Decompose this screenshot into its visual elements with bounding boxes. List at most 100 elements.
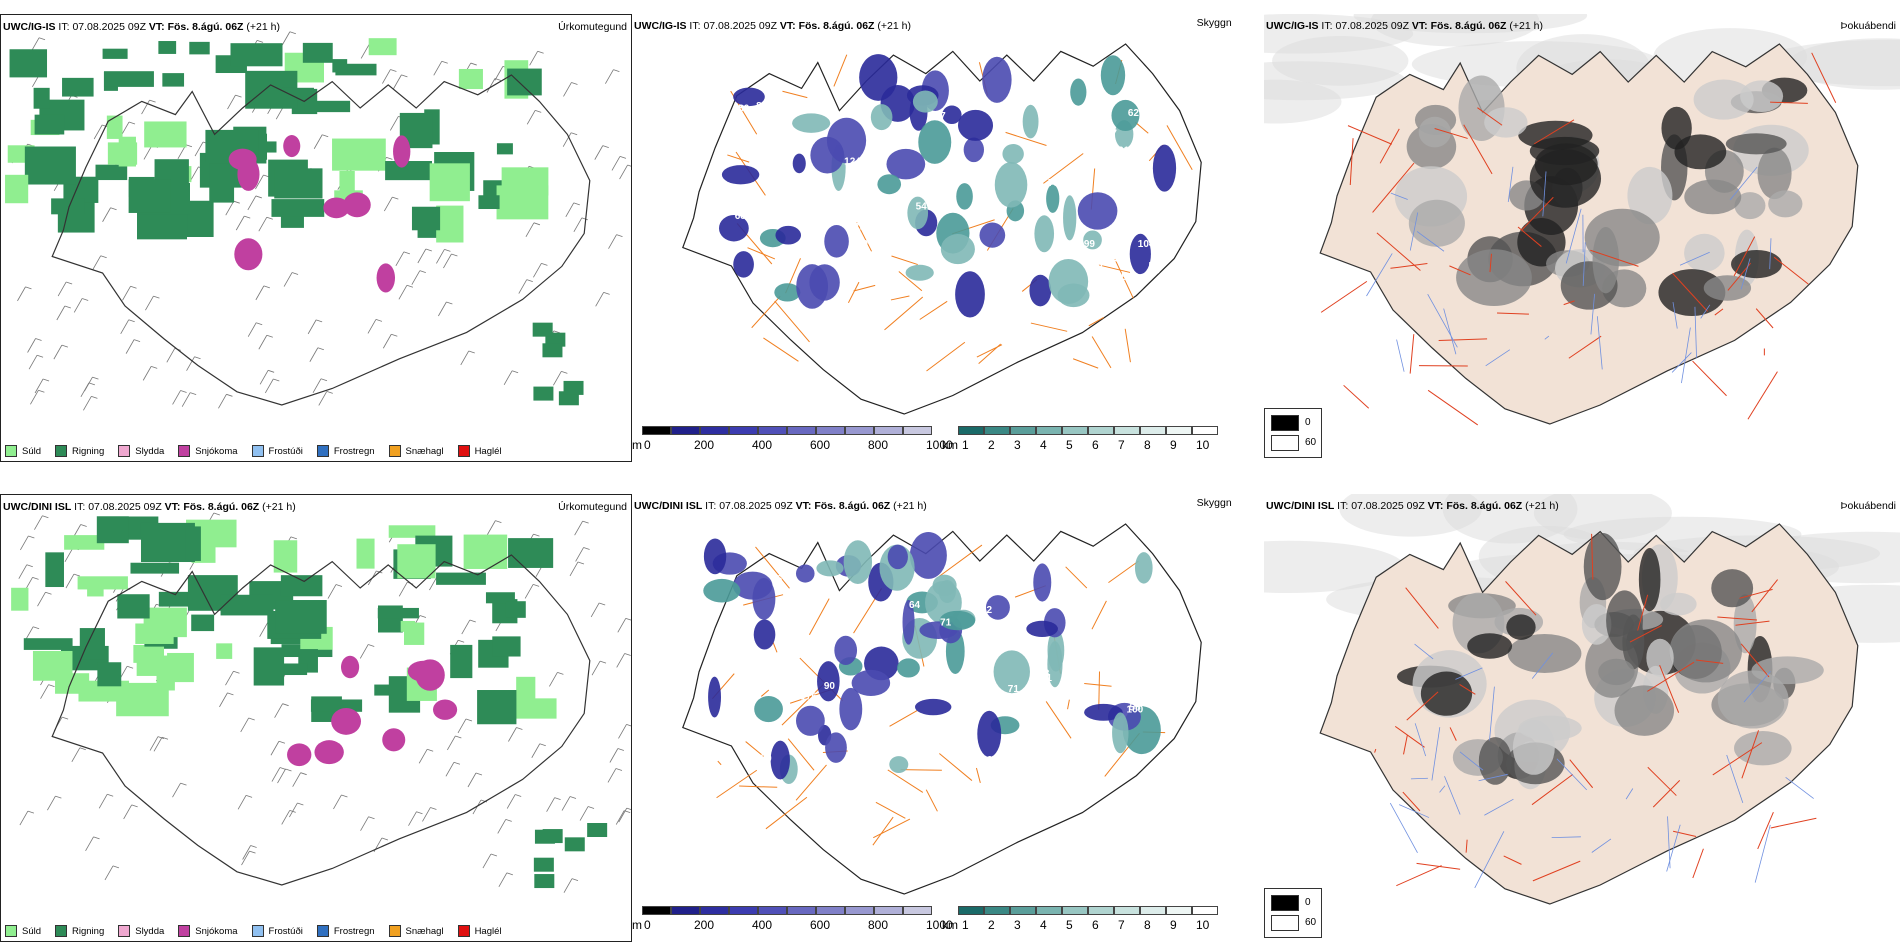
colorbar-swatch: [642, 426, 671, 435]
tick-label: 5: [1066, 918, 1073, 932]
colorbar-swatch: [903, 426, 932, 435]
legend-item-5: Frostregn: [316, 925, 375, 937]
tick-label: 8: [1144, 918, 1151, 932]
panel-title: UWC/DINI ISL IT: 07.08.2025 09Z VT: Fös.…: [1266, 500, 1559, 512]
colorbar-swatch: [1010, 426, 1036, 435]
tick-label: 800: [868, 438, 889, 452]
legend-swatch: [5, 925, 17, 937]
cloud-height-label: 43: [946, 187, 958, 198]
tick-label: 1: [962, 438, 969, 452]
cloud-height-label: 53: [793, 614, 805, 625]
precip-legend: Súld Rigning Slydda Snjókoma Frostúði Frostre…: [5, 445, 516, 457]
cloud-height-label: 56: [767, 165, 779, 176]
cloud-height-label: 21: [1118, 146, 1130, 157]
colorbar-swatch: [874, 426, 903, 435]
fog-panel-bottom: UWC/DINI ISL IT: 07.08.2025 09Z VT: Fös.…: [1264, 494, 1900, 942]
cloud-height-label: 82: [981, 605, 993, 616]
legend-swatch-black: [1271, 895, 1299, 911]
cloud-height-label: 104: [1138, 239, 1155, 250]
legend-value-60: 60: [1305, 437, 1317, 448]
cloud-height-label: 55: [1149, 266, 1161, 277]
legend-item-4: Frostúði: [251, 925, 303, 937]
cloud-height-label: 56: [975, 675, 987, 686]
cloud-height-label: 50: [761, 753, 773, 764]
legend-value-0: 0: [1305, 897, 1311, 908]
colorbar-swatch: [671, 906, 700, 915]
panel-label: Skyggni: [1196, 497, 1232, 509]
tick-label: 400: [752, 918, 773, 932]
colorbar-swatch: [758, 426, 787, 435]
colorbar-swatch: [958, 906, 984, 915]
panel-label: Skyggni: [1196, 17, 1232, 29]
precip-type-panel-bottom: UWC/DINI ISL IT: 07.08.2025 09Z VT: Fös.…: [0, 494, 632, 942]
legend-label: Snjókoma: [195, 925, 238, 937]
legend-item-7: Haglél: [457, 925, 502, 937]
legend-swatch: [316, 445, 329, 457]
cloud-height-label: 57: [1121, 272, 1133, 283]
colorbar-swatch: [845, 906, 874, 915]
legend-item-2: Slydda: [118, 445, 164, 457]
legend-item-1: Rigning: [55, 445, 104, 457]
precip-map-top: [5, 31, 631, 411]
legend-label: Snæhagl: [405, 925, 444, 937]
cloud-height-label: 90: [824, 681, 836, 692]
legend-item-0: Súld: [5, 925, 41, 937]
legend-swatch: [5, 445, 17, 457]
cloud-height-colorbar: m 0 200 400 600 800 1000: [632, 906, 953, 934]
unit-label: m: [632, 438, 642, 452]
legend-swatch: [388, 445, 401, 457]
panel-title: UWC/DINI ISL IT: 07.08.2025 09Z VT: Fös.…: [634, 500, 927, 512]
panel-title: UWC/IG-IS IT: 07.08.2025 09Z VT: Fös. 8.…: [634, 20, 911, 32]
fog-map-top: [1264, 14, 1900, 426]
cloud-height-label: 55: [857, 749, 869, 760]
legend-label: Frostúði: [268, 925, 303, 937]
legend-swatch: [388, 925, 401, 937]
legend-swatch: [316, 925, 329, 937]
legend-label: Slydda: [135, 445, 165, 457]
legend-label: Haglél: [474, 445, 502, 457]
fog-legend: 0 60: [1264, 408, 1322, 458]
legend-label: Snæhagl: [405, 445, 444, 457]
tick-label: 1: [962, 918, 969, 932]
tick-label: 6: [1092, 438, 1099, 452]
cloud-height-label: 62: [1128, 108, 1140, 119]
legend-item-6: Snæhagl: [388, 445, 444, 457]
fog-panel-top: UWC/IG-IS IT: 07.08.2025 09Z VT: Fös. 8.…: [1264, 14, 1900, 462]
legend-swatch: [457, 445, 470, 457]
tick-label: 7: [1118, 438, 1125, 452]
cloud-height-label: 61: [987, 755, 999, 766]
cloud-height-colorbar: m 0 200 400 600 800 1000: [632, 426, 953, 454]
colorbar-swatch: [1036, 906, 1062, 915]
tick-label: 6: [1092, 918, 1099, 932]
tick-label: 200: [694, 918, 715, 932]
cloud-height-label: 125: [868, 618, 885, 629]
legend-label: Rigning: [72, 445, 105, 457]
tick-label: 200: [694, 438, 715, 452]
colorbar-swatch: [642, 906, 671, 915]
legend-swatch: [55, 445, 68, 457]
precip-legend: Súld Rigning Slydda Snjókoma Frostúði Frostre…: [5, 925, 516, 937]
colorbar-swatch: [1010, 906, 1036, 915]
legend-label: Frostregn: [333, 445, 375, 457]
tick-label: 1000: [926, 918, 953, 932]
tick-label: 9: [1170, 438, 1177, 452]
colorbar-swatch: [671, 426, 700, 435]
tick-label: 0: [644, 918, 651, 932]
cloud-height-label: 124: [844, 156, 861, 167]
tick-label: 7: [1118, 918, 1125, 932]
cloud-map-top: 56 47 45 59 62 104 57 99 68 63 76 57 55 124 67 55 71 108 8…: [682, 43, 1202, 415]
cloud-height-label: 56: [895, 208, 907, 219]
unit-label: km: [942, 438, 958, 452]
colorbar-swatch: [816, 426, 845, 435]
tick-label: 4: [1040, 438, 1047, 452]
colorbar-swatch: [758, 906, 787, 915]
colorbar-swatch: [903, 906, 932, 915]
panel-title: UWC/DINI ISL IT: 07.08.2025 09Z VT: Fös.…: [3, 501, 296, 513]
precip-type-panel-top: UWC/IG-IS IT: 07.08.2025 09Z VT: Fös. 8.…: [0, 14, 632, 462]
colorbar-swatch: [1088, 906, 1114, 915]
unit-label: km: [942, 918, 958, 932]
colorbar-swatch: [1140, 906, 1166, 915]
tick-label: 10: [1196, 918, 1210, 932]
unit-label: m: [632, 918, 642, 932]
fog-legend: 0 60: [1264, 888, 1322, 938]
